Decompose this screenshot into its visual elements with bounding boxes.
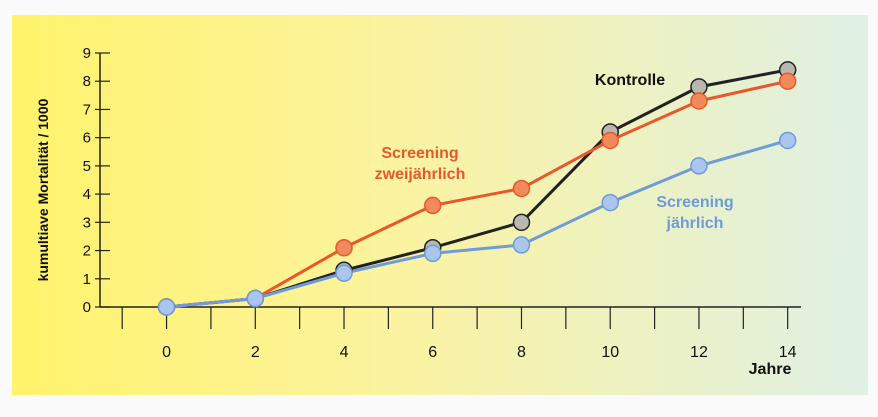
- x-tick-label: 2: [251, 344, 260, 361]
- y-tick-label: 5: [83, 158, 91, 175]
- point: [424, 196, 442, 215]
- y-tick-label: 6: [83, 130, 91, 147]
- y-tick-label: 4: [83, 186, 91, 203]
- series-line: [166, 139, 789, 309]
- x-tick-label: 10: [601, 344, 619, 361]
- y-axis-label: kumultiave Mortalität / 1000: [35, 98, 51, 281]
- point: [601, 193, 619, 212]
- point: [157, 298, 176, 316]
- series-label: Kontrolle: [594, 72, 666, 89]
- series-label: Screening zweijährlich: [374, 145, 466, 183]
- point: [335, 238, 353, 257]
- point: [335, 264, 353, 282]
- y-tick-label: 1: [83, 271, 91, 288]
- point: [512, 179, 531, 198]
- point: [424, 244, 442, 263]
- x-tick-label: 14: [779, 344, 797, 361]
- x-tick-label: 0: [162, 344, 171, 361]
- x-tick-label: 6: [428, 344, 437, 361]
- point: [778, 72, 797, 90]
- point: [246, 289, 265, 308]
- point: [778, 131, 797, 150]
- x-tick-label: 8: [517, 344, 526, 361]
- y-tick-label: 3: [83, 214, 91, 231]
- y-tick-label: 7: [83, 101, 91, 118]
- point: [512, 213, 531, 232]
- point: [512, 236, 531, 254]
- point: [690, 157, 708, 175]
- x-tick-label: 4: [340, 344, 349, 361]
- point: [690, 92, 708, 110]
- y-tick-label: 9: [83, 45, 91, 62]
- point: [601, 131, 619, 150]
- y-tick-label: 8: [83, 73, 91, 90]
- y-tick-label: 0: [83, 299, 91, 316]
- x-axis-label: Jahre: [749, 361, 792, 378]
- series-line: [166, 79, 789, 309]
- x-tick-label: 12: [690, 344, 708, 361]
- series-label: Screening jährlich: [656, 194, 734, 232]
- y-tick-label: 2: [83, 243, 91, 260]
